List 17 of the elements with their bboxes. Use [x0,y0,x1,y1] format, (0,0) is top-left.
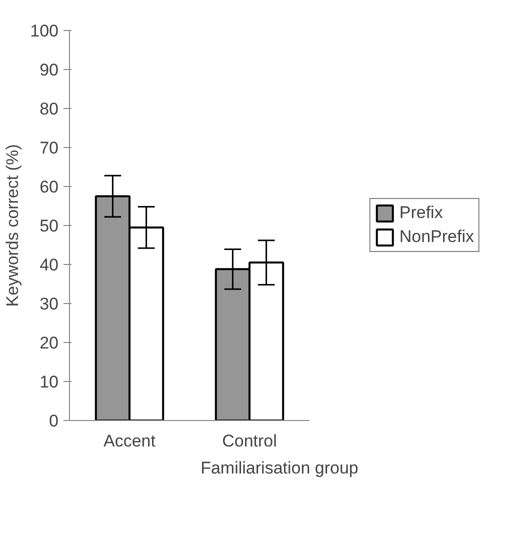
x-axis-title: Familiarisation group [200,458,358,478]
y-tick-label: 50 [40,216,59,236]
x-tick-label: Control [222,432,277,450]
y-tick-label: 30 [40,294,59,314]
y-tick-label: 90 [40,60,59,80]
y-tick-label: 70 [40,138,59,158]
y-tick-label: 0 [49,412,59,430]
y-tick-label: 100 [30,22,59,40]
legend-label: Prefix [399,203,443,223]
x-tick-label: Accent [104,432,156,450]
y-axis-title: Keywords correct (%) [3,144,22,307]
y-tick-label: 40 [40,256,59,274]
y-tick-label: 20 [40,334,59,352]
y-tick-label: 60 [40,178,59,196]
y-tick-label: 10 [40,372,59,392]
legend-label: NonPrefix [399,227,474,247]
y-tick-label: 80 [40,100,59,118]
